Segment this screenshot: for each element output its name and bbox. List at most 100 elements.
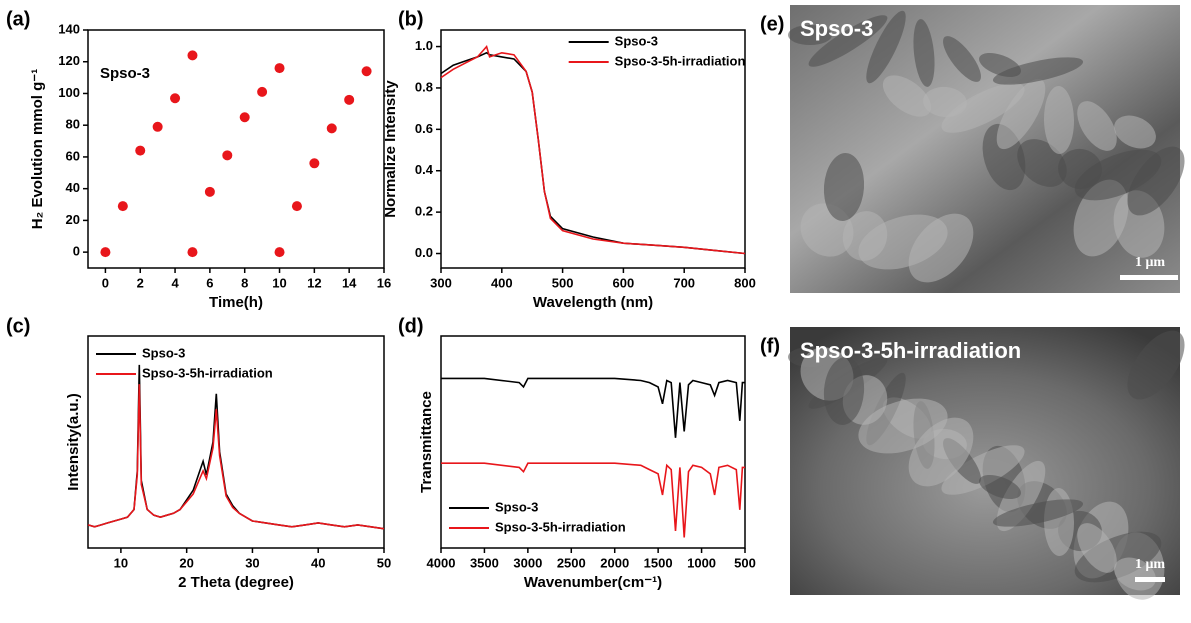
- panel-label: (e): [760, 13, 784, 35]
- flake: [1077, 523, 1117, 573]
- x-tick-label: 3000: [513, 555, 542, 570]
- flake: [941, 445, 1025, 495]
- flake: [788, 25, 832, 45]
- legend-label: Spso-3: [495, 499, 538, 514]
- panel-label: (d): [398, 315, 424, 337]
- series-line: [441, 377, 745, 438]
- flake: [992, 57, 1084, 85]
- data-point: [274, 63, 285, 74]
- x-tick-label: 14: [342, 275, 357, 290]
- data-point: [222, 150, 233, 161]
- x-tick-label: 4000: [427, 555, 456, 570]
- flake: [1074, 149, 1162, 201]
- y-tick-label: 20: [66, 212, 80, 227]
- series-line: [440, 51, 746, 255]
- series-line: [440, 44, 746, 255]
- x-tick-label: 2000: [600, 555, 629, 570]
- flake: [996, 78, 1046, 150]
- legend-label: Spso-3-5h-irradiation: [495, 519, 626, 534]
- flake: [1114, 557, 1156, 591]
- x-tick-label: 700: [673, 275, 695, 290]
- y-tick-label: 80: [66, 117, 80, 132]
- flake: [979, 474, 1021, 500]
- x-tick-label: 600: [613, 275, 635, 290]
- x-axis-label: Time(h): [209, 294, 263, 311]
- flake: [866, 10, 906, 84]
- data-point: [187, 247, 198, 258]
- data-point: [117, 201, 128, 212]
- x-tick-label: 20: [179, 555, 193, 570]
- x-tick-label: 4: [171, 275, 179, 290]
- flake: [823, 153, 865, 221]
- series-line: [441, 462, 745, 538]
- flake: [1043, 86, 1075, 154]
- y-tick-label: 120: [58, 53, 80, 68]
- x-tick-label: 0: [102, 275, 109, 290]
- scale-bar: [1120, 275, 1178, 280]
- series-line: [87, 364, 385, 530]
- flake: [941, 83, 1025, 133]
- y-tick-label: 0: [73, 244, 80, 259]
- annotation: Spso-3: [100, 65, 150, 82]
- x-tick-label: 300: [430, 275, 452, 290]
- legend-label: Spso-3: [615, 33, 658, 48]
- legend-label: Spso-3: [142, 345, 185, 360]
- flake: [1077, 101, 1117, 151]
- panel-label: (c): [6, 315, 30, 337]
- x-tick-label: 10: [272, 275, 286, 290]
- y-axis-label: Normalize Intensity: [382, 80, 399, 218]
- flake: [808, 15, 888, 67]
- x-tick-label: 8: [241, 275, 248, 290]
- flake: [1074, 531, 1162, 583]
- flake: [823, 357, 865, 425]
- flake: [992, 499, 1084, 527]
- x-tick-label: 30: [245, 555, 259, 570]
- y-tick-label: 100: [58, 85, 80, 100]
- data-point: [170, 93, 181, 104]
- plot-frame: [440, 335, 746, 549]
- data-point: [239, 112, 250, 123]
- panel-label: (a): [6, 8, 30, 30]
- x-tick-label: 400: [491, 275, 513, 290]
- x-tick-label: 500: [552, 275, 574, 290]
- y-axis-label: Transmittance: [418, 391, 435, 493]
- x-tick-label: 2500: [557, 555, 586, 570]
- x-tick-label: 6: [206, 275, 213, 290]
- x-tick-label: 16: [377, 275, 391, 290]
- x-tick-label: 1000: [687, 555, 716, 570]
- x-axis-label: Wavelength (nm): [533, 294, 653, 311]
- data-point: [152, 121, 163, 132]
- x-tick-label: 1500: [644, 555, 673, 570]
- flake: [943, 36, 981, 82]
- data-point: [257, 86, 268, 97]
- plot-frame: [87, 335, 385, 549]
- x-tick-label: 800: [734, 275, 756, 290]
- y-tick-label: 40: [66, 180, 80, 195]
- series-line: [87, 384, 385, 530]
- panel-label: (b): [398, 8, 424, 30]
- flake: [882, 75, 932, 117]
- scale-bar: [1135, 577, 1165, 582]
- flake: [1127, 146, 1185, 216]
- y-tick-label: 0.8: [415, 79, 433, 94]
- panel-label: (f): [760, 335, 780, 357]
- x-tick-label: 2: [137, 275, 144, 290]
- y-tick-label: 140: [58, 21, 80, 36]
- scale-label: 1 μm: [1135, 255, 1165, 270]
- flake: [1127, 330, 1185, 400]
- flake: [913, 19, 935, 87]
- flake: [908, 213, 974, 283]
- data-point: [291, 201, 302, 212]
- data-point: [344, 94, 355, 105]
- data-point: [361, 66, 372, 77]
- scale-label: 1 μm: [1135, 557, 1165, 572]
- legend-label: Spso-3-5h-irradiation: [615, 53, 746, 68]
- x-tick-label: 3500: [470, 555, 499, 570]
- data-point: [135, 145, 146, 156]
- y-tick-label: 0.2: [415, 204, 433, 219]
- data-point: [204, 186, 215, 197]
- x-tick-label: 12: [307, 275, 321, 290]
- y-tick-label: 0.0: [415, 245, 433, 260]
- data-point: [274, 247, 285, 258]
